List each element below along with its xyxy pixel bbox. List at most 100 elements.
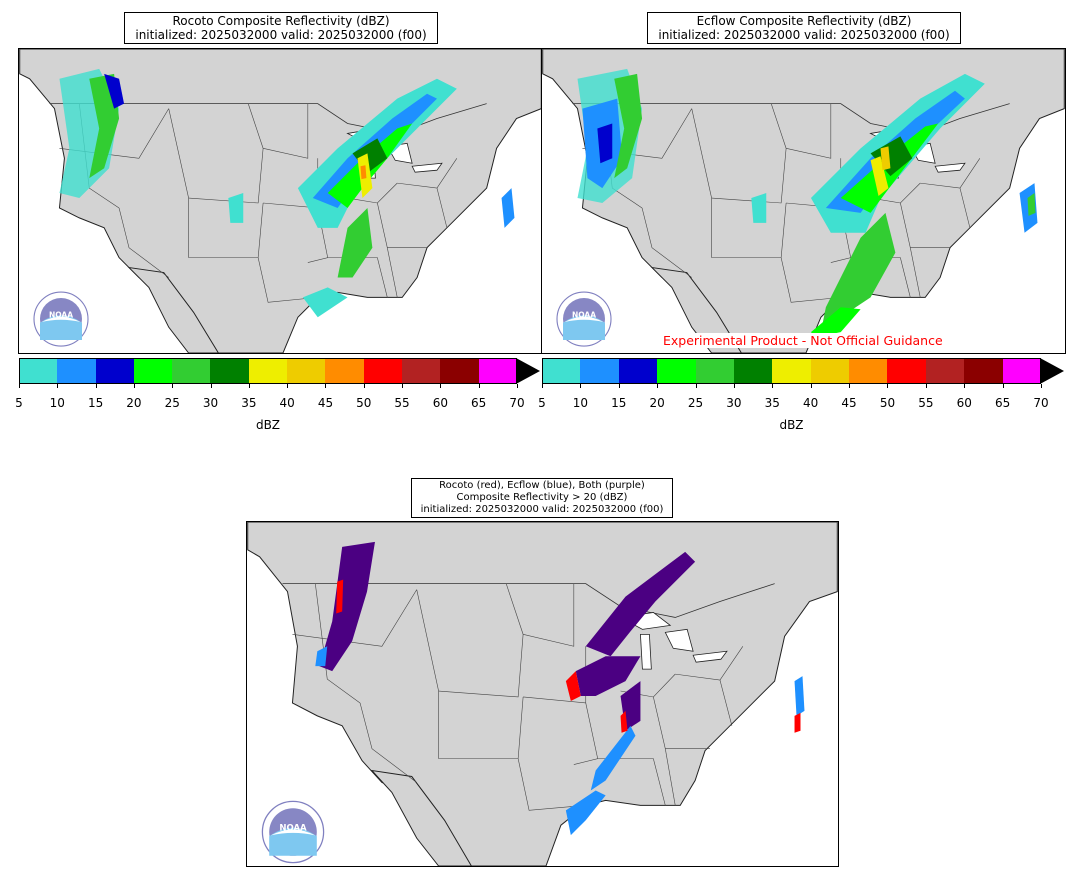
- comparison-echoes: [315, 541, 805, 836]
- mexico-land: [650, 266, 742, 353]
- colorbar-tick-mark: [849, 384, 851, 388]
- colorbar-extend-arrow: [1040, 358, 1064, 384]
- ecflow-title-line1: Ecflow Composite Reflectivity (dBZ): [696, 14, 912, 28]
- colorbar-extend-arrow: [516, 358, 540, 384]
- colorbar-tick-mark: [657, 384, 659, 388]
- colorbar-axis-label: dBZ: [779, 418, 804, 432]
- colorbar-swatches: [542, 358, 1041, 384]
- colorbar-swatch: [325, 358, 364, 384]
- colorbar-tick-label: 60: [956, 396, 972, 410]
- reflectivity-echoes: [577, 68, 1038, 338]
- colorbar-tick-label: 5: [15, 396, 23, 410]
- rocoto-title: Rocoto Composite Reflectivity (dBZ) init…: [124, 12, 438, 44]
- mexico-land: [370, 769, 472, 866]
- colorbar-frame: [19, 358, 517, 384]
- colorbar-tick-label: 30: [202, 396, 219, 410]
- colorbar-tick-mark: [517, 384, 518, 388]
- colorbar-tick-label: 25: [164, 396, 180, 410]
- us-landmass: [247, 522, 838, 866]
- colorbar-tick-label: 65: [471, 396, 487, 410]
- colorbar-swatch: [772, 358, 811, 384]
- colorbar-tick-label: 70: [1033, 396, 1049, 410]
- colorbar-tick-mark: [695, 384, 697, 388]
- comparison-map: [247, 522, 838, 866]
- colorbar-tick-mark: [1041, 384, 1042, 388]
- colorbar-tick-label: 5: [538, 396, 546, 410]
- colorbar-swatch: [580, 358, 619, 384]
- colorbar-tick-label: 60: [432, 396, 449, 410]
- colorbar-tick-mark: [964, 384, 966, 388]
- reflectivity-echoes: [59, 68, 515, 318]
- svg-text:NOAA: NOAA: [49, 311, 73, 320]
- experimental-watermark: Experimental Product - Not Official Guid…: [660, 333, 946, 348]
- colorbar-tick-mark: [1002, 384, 1004, 388]
- colorbar-tick-mark: [580, 384, 582, 388]
- comparison-map-panel: NOAA: [246, 521, 839, 867]
- colorbar-tick-label: 10: [572, 396, 589, 410]
- colorbar-frame: [542, 358, 1041, 384]
- colorbar-tick-mark: [133, 384, 135, 388]
- colorbar-tick-label: 20: [649, 396, 665, 410]
- colorbar-swatch: [172, 358, 211, 384]
- colorbar-tick-mark: [810, 384, 812, 388]
- colorbar-tick-mark: [210, 384, 212, 388]
- colorbar-tick-mark: [19, 384, 20, 388]
- compare-title-line2: Composite Reflectivity > 20 (dBZ): [456, 492, 628, 503]
- colorbar-tick-mark: [287, 384, 289, 388]
- colorbar-axis-label: dBZ: [255, 418, 281, 432]
- colorbar-swatch: [287, 358, 326, 384]
- colorbar-swatch: [964, 358, 1003, 384]
- colorbar-tick-label: 70: [509, 396, 525, 410]
- svg-text:NOAA: NOAA: [572, 311, 596, 320]
- compare-title-line3: initialized: 2025032000 valid: 202503200…: [420, 504, 664, 515]
- colorbar-tick-mark: [440, 384, 442, 388]
- colorbar-tick-label: 15: [611, 396, 627, 410]
- canada-border: [282, 583, 775, 618]
- noaa-logo: NOAA: [556, 291, 612, 347]
- colorbar-tick-label: 55: [918, 396, 934, 410]
- colorbar-tick-label: 40: [803, 396, 819, 410]
- colorbar-swatch: [478, 358, 517, 384]
- colorbar-tick-label: 55: [394, 396, 410, 410]
- colorbar-tick-mark: [925, 384, 927, 388]
- svg-text:NOAA: NOAA: [279, 823, 307, 833]
- rocoto-title-line1: Rocoto Composite Reflectivity (dBZ): [172, 14, 390, 28]
- colorbar-swatch: [657, 358, 696, 384]
- colorbar-tick-label: 30: [726, 396, 742, 410]
- colorbar-swatch: [849, 358, 888, 384]
- colorbar-swatch: [440, 358, 479, 384]
- colorbar-swatch: [695, 358, 734, 384]
- colorbar-swatch: [733, 358, 773, 384]
- colorbar-tick-label: 25: [687, 396, 704, 410]
- colorbar-tick-label: 40: [279, 396, 295, 410]
- noaa-logo: NOAA: [33, 291, 89, 347]
- colorbar-tick-mark: [478, 384, 480, 388]
- colorbar-tick-label: 15: [87, 396, 104, 410]
- colorbar-tick-mark: [542, 384, 543, 388]
- colorbar-swatch: [363, 358, 402, 384]
- state-borders: [292, 583, 744, 811]
- colorbar-swatch: [887, 358, 926, 384]
- ecflow-map: [542, 49, 1065, 353]
- colorbar-swatch: [19, 358, 58, 384]
- colorbar-swatch: [401, 358, 441, 384]
- colorbar-tick-mark: [172, 384, 174, 388]
- colorbar-tick-label: 65: [994, 396, 1011, 410]
- colorbar-tick-mark: [363, 384, 365, 388]
- colorbar-swatch: [542, 358, 581, 384]
- colorbar-tick-mark: [95, 384, 97, 388]
- colorbar-swatch: [925, 358, 965, 384]
- colorbar-swatch: [95, 358, 134, 384]
- colorbar-tick-mark: [733, 384, 735, 388]
- colorbar-swatch: [210, 358, 249, 384]
- colorbar-tick-mark: [57, 384, 59, 388]
- rocoto-title-line2: initialized: 2025032000 valid: 202503200…: [135, 28, 427, 42]
- colorbar-tick-label: 50: [879, 396, 896, 410]
- colorbar-tick-label: 20: [126, 396, 142, 410]
- colorbar-tick-mark: [772, 384, 774, 388]
- mexico-land: [127, 266, 219, 353]
- compare-title-line1: Rocoto (red), Ecflow (blue), Both (purpl…: [439, 480, 645, 491]
- compare-title: Rocoto (red), Ecflow (blue), Both (purpl…: [411, 478, 673, 518]
- colorbar-swatch: [248, 358, 288, 384]
- ecflow-map-panel: NOAA Experimental Product - Not Official…: [541, 48, 1066, 354]
